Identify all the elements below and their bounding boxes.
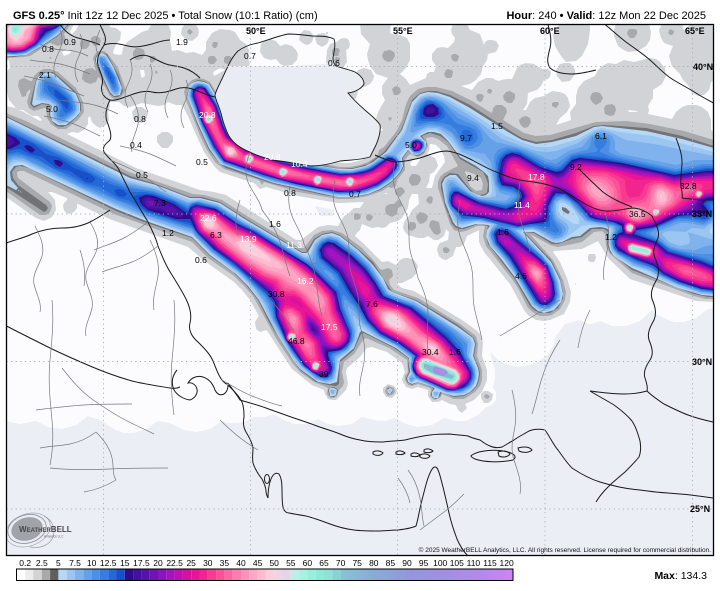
svg-text:0.2: 0.2 <box>19 558 31 568</box>
svg-text:0.6: 0.6 <box>328 58 340 68</box>
svg-text:65°E: 65°E <box>685 26 705 36</box>
svg-text:0.5: 0.5 <box>136 170 148 180</box>
svg-text:0.5: 0.5 <box>196 157 208 167</box>
svg-text:30.4: 30.4 <box>422 347 439 357</box>
svg-text:16.2: 16.2 <box>297 276 314 286</box>
svg-text:GFS 0.25° Init 12z 12 Dec 2025: GFS 0.25° Init 12z 12 Dec 2025 • Total S… <box>13 10 318 22</box>
svg-text:55: 55 <box>286 558 296 568</box>
svg-text:7.6: 7.6 <box>366 299 378 309</box>
svg-text:1.5: 1.5 <box>491 121 503 131</box>
svg-text:70: 70 <box>336 558 346 568</box>
svg-text:1.9: 1.9 <box>176 37 188 47</box>
svg-text:22.5: 22.5 <box>166 558 183 568</box>
svg-text:17.8: 17.8 <box>528 172 545 182</box>
svg-text:30: 30 <box>203 558 213 568</box>
svg-text:© 2025 WeatherBELL Analytics,: © 2025 WeatherBELL Analytics, LLC. All r… <box>419 546 712 554</box>
svg-text:110: 110 <box>467 558 481 568</box>
svg-text:6.3: 6.3 <box>210 230 222 240</box>
svg-text:32.8: 32.8 <box>680 181 697 191</box>
svg-text:Analytics LLC: Analytics LLC <box>44 535 64 539</box>
svg-text:WEATHERBELL: WEATHERBELL <box>19 525 72 534</box>
svg-text:7.5: 7.5 <box>69 558 81 568</box>
svg-text:6.1: 6.1 <box>595 131 607 141</box>
svg-text:1.6: 1.6 <box>497 227 509 237</box>
svg-text:17.5: 17.5 <box>321 322 338 332</box>
svg-text:1.2: 1.2 <box>162 228 174 238</box>
svg-text:0.8: 0.8 <box>134 114 146 124</box>
svg-text:95: 95 <box>419 558 429 568</box>
svg-text:0.7: 0.7 <box>349 189 361 199</box>
svg-text:100: 100 <box>433 558 447 568</box>
svg-text:0.9: 0.9 <box>64 37 76 47</box>
svg-text:22.6: 22.6 <box>200 213 217 223</box>
svg-text:55°E: 55°E <box>393 26 413 36</box>
svg-text:75: 75 <box>352 558 362 568</box>
svg-text:2.5: 2.5 <box>36 558 48 568</box>
svg-text:20.8: 20.8 <box>199 110 216 120</box>
svg-text:80: 80 <box>369 558 379 568</box>
svg-text:25: 25 <box>186 558 196 568</box>
svg-text:5.0: 5.0 <box>405 140 417 150</box>
svg-text:11.3: 11.3 <box>286 240 302 250</box>
svg-text:5: 5 <box>56 558 61 568</box>
svg-text:50: 50 <box>269 558 279 568</box>
svg-text:0.8: 0.8 <box>284 188 296 198</box>
svg-text:45: 45 <box>253 558 263 568</box>
svg-text:10: 10 <box>87 558 97 568</box>
svg-text:60: 60 <box>303 558 313 568</box>
svg-text:17.5: 17.5 <box>133 558 150 568</box>
svg-text:65: 65 <box>319 558 329 568</box>
svg-text:0.6: 0.6 <box>195 255 207 265</box>
svg-text:20: 20 <box>153 558 163 568</box>
svg-text:50°E: 50°E <box>246 26 266 36</box>
svg-text:1.6: 1.6 <box>269 219 281 229</box>
svg-text:35: 35 <box>220 558 230 568</box>
svg-text:13.9: 13.9 <box>240 234 257 244</box>
svg-text:35°N: 35°N <box>692 209 712 219</box>
svg-text:11.4: 11.4 <box>514 200 530 210</box>
svg-text:25°N: 25°N <box>690 504 710 514</box>
svg-text:85: 85 <box>386 558 396 568</box>
svg-text:Max: 134.3: Max: 134.3 <box>654 570 707 582</box>
svg-text:4.6: 4.6 <box>515 271 527 281</box>
svg-text:7.3: 7.3 <box>154 198 166 208</box>
svg-text:2.1: 2.1 <box>39 70 51 80</box>
svg-text:12.5: 12.5 <box>100 558 117 568</box>
svg-text:30°N: 30°N <box>692 357 712 367</box>
svg-text:15: 15 <box>120 558 130 568</box>
svg-text:0.8: 0.8 <box>42 44 54 54</box>
svg-text:39: 39 <box>319 369 329 379</box>
svg-text:90: 90 <box>402 558 412 568</box>
svg-text:0.7: 0.7 <box>244 51 256 61</box>
svg-text:115: 115 <box>483 558 497 568</box>
svg-text:105: 105 <box>450 558 464 568</box>
svg-text:9.4: 9.4 <box>467 173 479 183</box>
svg-text:120: 120 <box>500 558 514 568</box>
svg-text:9.7: 9.7 <box>460 133 472 143</box>
svg-text:5.0: 5.0 <box>46 104 58 114</box>
svg-text:40°N: 40°N <box>693 62 713 72</box>
svg-text:1.6: 1.6 <box>449 347 461 357</box>
svg-text:1.2: 1.2 <box>605 232 617 242</box>
svg-text:9.2: 9.2 <box>570 162 582 172</box>
svg-text:20.8: 20.8 <box>264 152 281 162</box>
svg-text:Hour: 240 • Valid: 12z Mon 22: Hour: 240 • Valid: 12z Mon 22 Dec 2025 <box>506 10 706 22</box>
svg-text:30.8: 30.8 <box>268 289 285 299</box>
svg-text:36.5: 36.5 <box>629 209 646 219</box>
svg-text:60°E: 60°E <box>540 26 560 36</box>
svg-text:0.4: 0.4 <box>130 140 142 150</box>
svg-text:40: 40 <box>236 558 246 568</box>
svg-text:46.8: 46.8 <box>288 336 305 346</box>
svg-text:10.4: 10.4 <box>291 159 308 169</box>
